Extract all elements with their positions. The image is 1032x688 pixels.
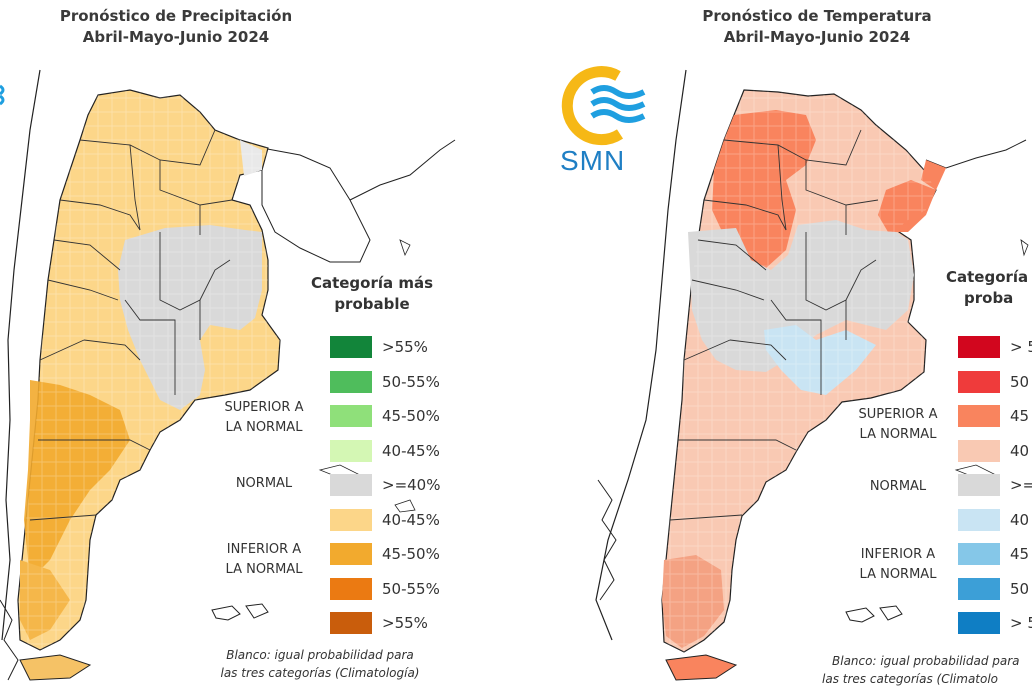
legend-heading-line2: probable	[334, 295, 410, 313]
brazil-coast	[349, 139, 456, 201]
legend-swatch	[958, 370, 1000, 393]
tierra-del-fuego	[665, 654, 738, 681]
smn-logo-icon	[561, 66, 646, 146]
legend-label: 45	[1010, 407, 1030, 425]
province-borders-temp	[669, 129, 879, 521]
below-line2: LA NORMAL	[225, 562, 303, 577]
chile-islands	[597, 479, 617, 601]
legend-label: > 5	[1010, 614, 1032, 632]
legend-heading-line1: Categoría más	[310, 274, 434, 292]
legend-label: 50	[1010, 579, 1030, 598]
legend-label: 45-50%	[382, 407, 440, 425]
legend-swatch	[958, 405, 1000, 427]
legend-swatch	[958, 577, 1000, 600]
precipitation-map	[0, 69, 456, 681]
legend-swatch	[330, 439, 372, 462]
tierra-del-fuego	[19, 654, 92, 681]
legend-swatch	[330, 336, 372, 358]
malvinas-islands	[211, 603, 269, 621]
above-line1: SUPERIOR A	[224, 400, 304, 415]
precip-below-normal-label: INFERIOR A LA NORMAL	[216, 540, 312, 580]
temperature-title: Pronóstico de Temperatura Abril-Mayo-Jun…	[664, 6, 970, 48]
legend-label: 40	[1010, 510, 1030, 529]
temperature-title-line1: Pronóstico de Temperatura	[702, 7, 932, 25]
below-line1: INFERIOR A	[860, 547, 936, 562]
note-line2: las tres categorías (Climatología)	[220, 666, 420, 680]
legend-label: 50	[1010, 372, 1030, 391]
chile-coastline	[1, 69, 41, 641]
legend-label: >55%	[382, 614, 428, 632]
precipitation-legend-heading: Categoría más probable	[292, 273, 452, 315]
temp-above-normal-label: SUPERIOR A LA NORMAL	[848, 405, 948, 445]
precipitation-title-line2: Abril-Mayo-Junio 2024	[82, 28, 270, 46]
legend-label: > 5	[1010, 338, 1032, 356]
legend-label: 45-50%	[382, 545, 440, 563]
brazil-coast	[925, 139, 1027, 169]
precip-above-normal-label: SUPERIOR A LA NORMAL	[216, 398, 312, 438]
legend-label: 50-55%	[382, 372, 440, 391]
note-line2: las tres categorías (Climatolo	[822, 672, 999, 686]
temperature-legend-heading: Categoría proba	[946, 267, 1032, 309]
legend-label: >=40%	[382, 476, 441, 494]
legend-swatch	[958, 336, 1000, 358]
neighbor-countries	[261, 147, 371, 263]
temperature-map	[595, 69, 1029, 681]
note-line1: Blanco: igual probabilidad para	[832, 654, 1020, 668]
legend-label: 40	[1010, 441, 1030, 460]
below-line2: LA NORMAL	[859, 567, 937, 582]
legend-swatch	[330, 577, 372, 600]
legend-label: >55%	[382, 338, 428, 356]
legend-swatch	[330, 370, 372, 393]
legend-swatch	[330, 405, 372, 427]
above-line1: SUPERIOR A	[858, 407, 938, 422]
precipitation-note: Blanco: igual probabilidad para las tres…	[180, 646, 460, 682]
below-line1: INFERIOR A	[226, 542, 302, 557]
legend-swatch	[958, 439, 1000, 462]
legend-swatch	[330, 612, 372, 634]
legend-swatch	[958, 543, 1000, 565]
legend-label: 50-55%	[382, 579, 440, 598]
chile-coastline	[595, 69, 687, 641]
legend-swatch	[958, 474, 1000, 496]
province-borders-precip	[29, 129, 233, 521]
legend-heading-line2: proba	[964, 289, 1014, 307]
temperature-panel: SMN Pronóstico de Temperatura Abril-Mayo…	[516, 0, 1032, 688]
legend-swatch	[330, 508, 372, 531]
note-line1: Blanco: igual probabilidad para	[226, 648, 414, 662]
malvinas-islands	[845, 605, 903, 623]
above-line2: LA NORMAL	[225, 420, 303, 435]
legend-swatch	[958, 612, 1000, 634]
precipitation-title-line1: Pronóstico de Precipitación	[59, 7, 293, 25]
precipitation-panel: Pronóstico de Precipitación Abril-Mayo-J…	[0, 6, 460, 682]
temperature-title-line2: Abril-Mayo-Junio 2024	[723, 28, 911, 46]
legend-label: >=	[1010, 476, 1032, 494]
smn-logo-fragment	[0, 84, 5, 106]
southern-islands	[0, 599, 19, 681]
temperature-note: Blanco: igual probabilidad para las tres…	[822, 652, 1032, 688]
temp-below-normal-label: INFERIOR A LA NORMAL	[848, 545, 948, 585]
precip-normal-label: NORMAL	[235, 476, 293, 491]
legend-swatch	[330, 474, 372, 496]
legend-swatch	[958, 508, 1000, 531]
above-line2: LA NORMAL	[859, 427, 937, 442]
legend-heading-line1: Categoría	[946, 268, 1029, 286]
smn-logo-text: SMN	[560, 145, 626, 176]
legend-label: 40-45%	[382, 441, 440, 460]
legend-label: 45	[1010, 545, 1030, 563]
legend-label: 40-45%	[382, 510, 440, 529]
legend-swatch	[330, 543, 372, 565]
precipitation-title: Pronóstico de Precipitación Abril-Mayo-J…	[0, 6, 352, 48]
temp-normal-label: NORMAL	[869, 479, 927, 494]
